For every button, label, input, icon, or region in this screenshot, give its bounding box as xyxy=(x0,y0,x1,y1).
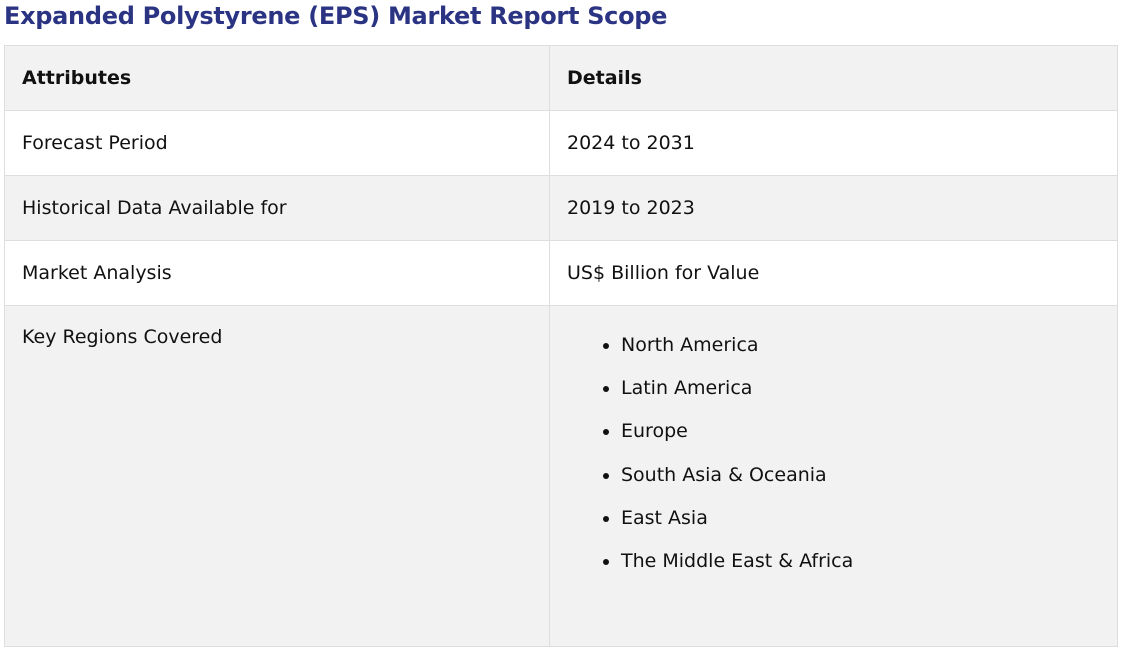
attribute: Key Regions Covered xyxy=(4,305,550,647)
region-list: North AmericaLatin AmericaEuropeSouth As… xyxy=(567,326,1100,585)
attribute: Market Analysis xyxy=(4,240,550,306)
region: East Asia xyxy=(621,499,1100,542)
column-header: Details xyxy=(549,45,1118,111)
page: Expanded Polystyrene (EPS) Market Report… xyxy=(0,0,1123,625)
region: South Asia & Oceania xyxy=(621,456,1100,499)
details: US$ Billion for Value xyxy=(549,240,1118,306)
column-header: Attributes xyxy=(4,45,550,111)
row: Market Analysis US$ Billion for Value xyxy=(4,240,1118,306)
row: Forecast Period 2024 to 2031 xyxy=(4,110,1118,176)
region: Europe xyxy=(621,412,1100,455)
details: North AmericaLatin AmericaEuropeSouth As… xyxy=(549,305,1118,647)
attribute: Historical Data Available for xyxy=(4,175,550,241)
title: Expanded Polystyrene (EPS) Market Report… xyxy=(4,2,668,30)
region: The Middle East & Africa xyxy=(621,542,1100,585)
scope-table: Attributes Details Forecast Period 2024 … xyxy=(4,45,1118,647)
region: North America xyxy=(621,326,1100,369)
details: 2019 to 2023 xyxy=(549,175,1118,241)
details: 2024 to 2031 xyxy=(549,110,1118,176)
attribute: Forecast Period xyxy=(4,110,550,176)
row: Historical Data Available for 2019 to 20… xyxy=(4,175,1118,241)
row: Key Regions Covered North AmericaLatin A… xyxy=(4,305,1118,647)
header-row: Attributes Details xyxy=(4,45,1118,111)
region: Latin America xyxy=(621,369,1100,412)
